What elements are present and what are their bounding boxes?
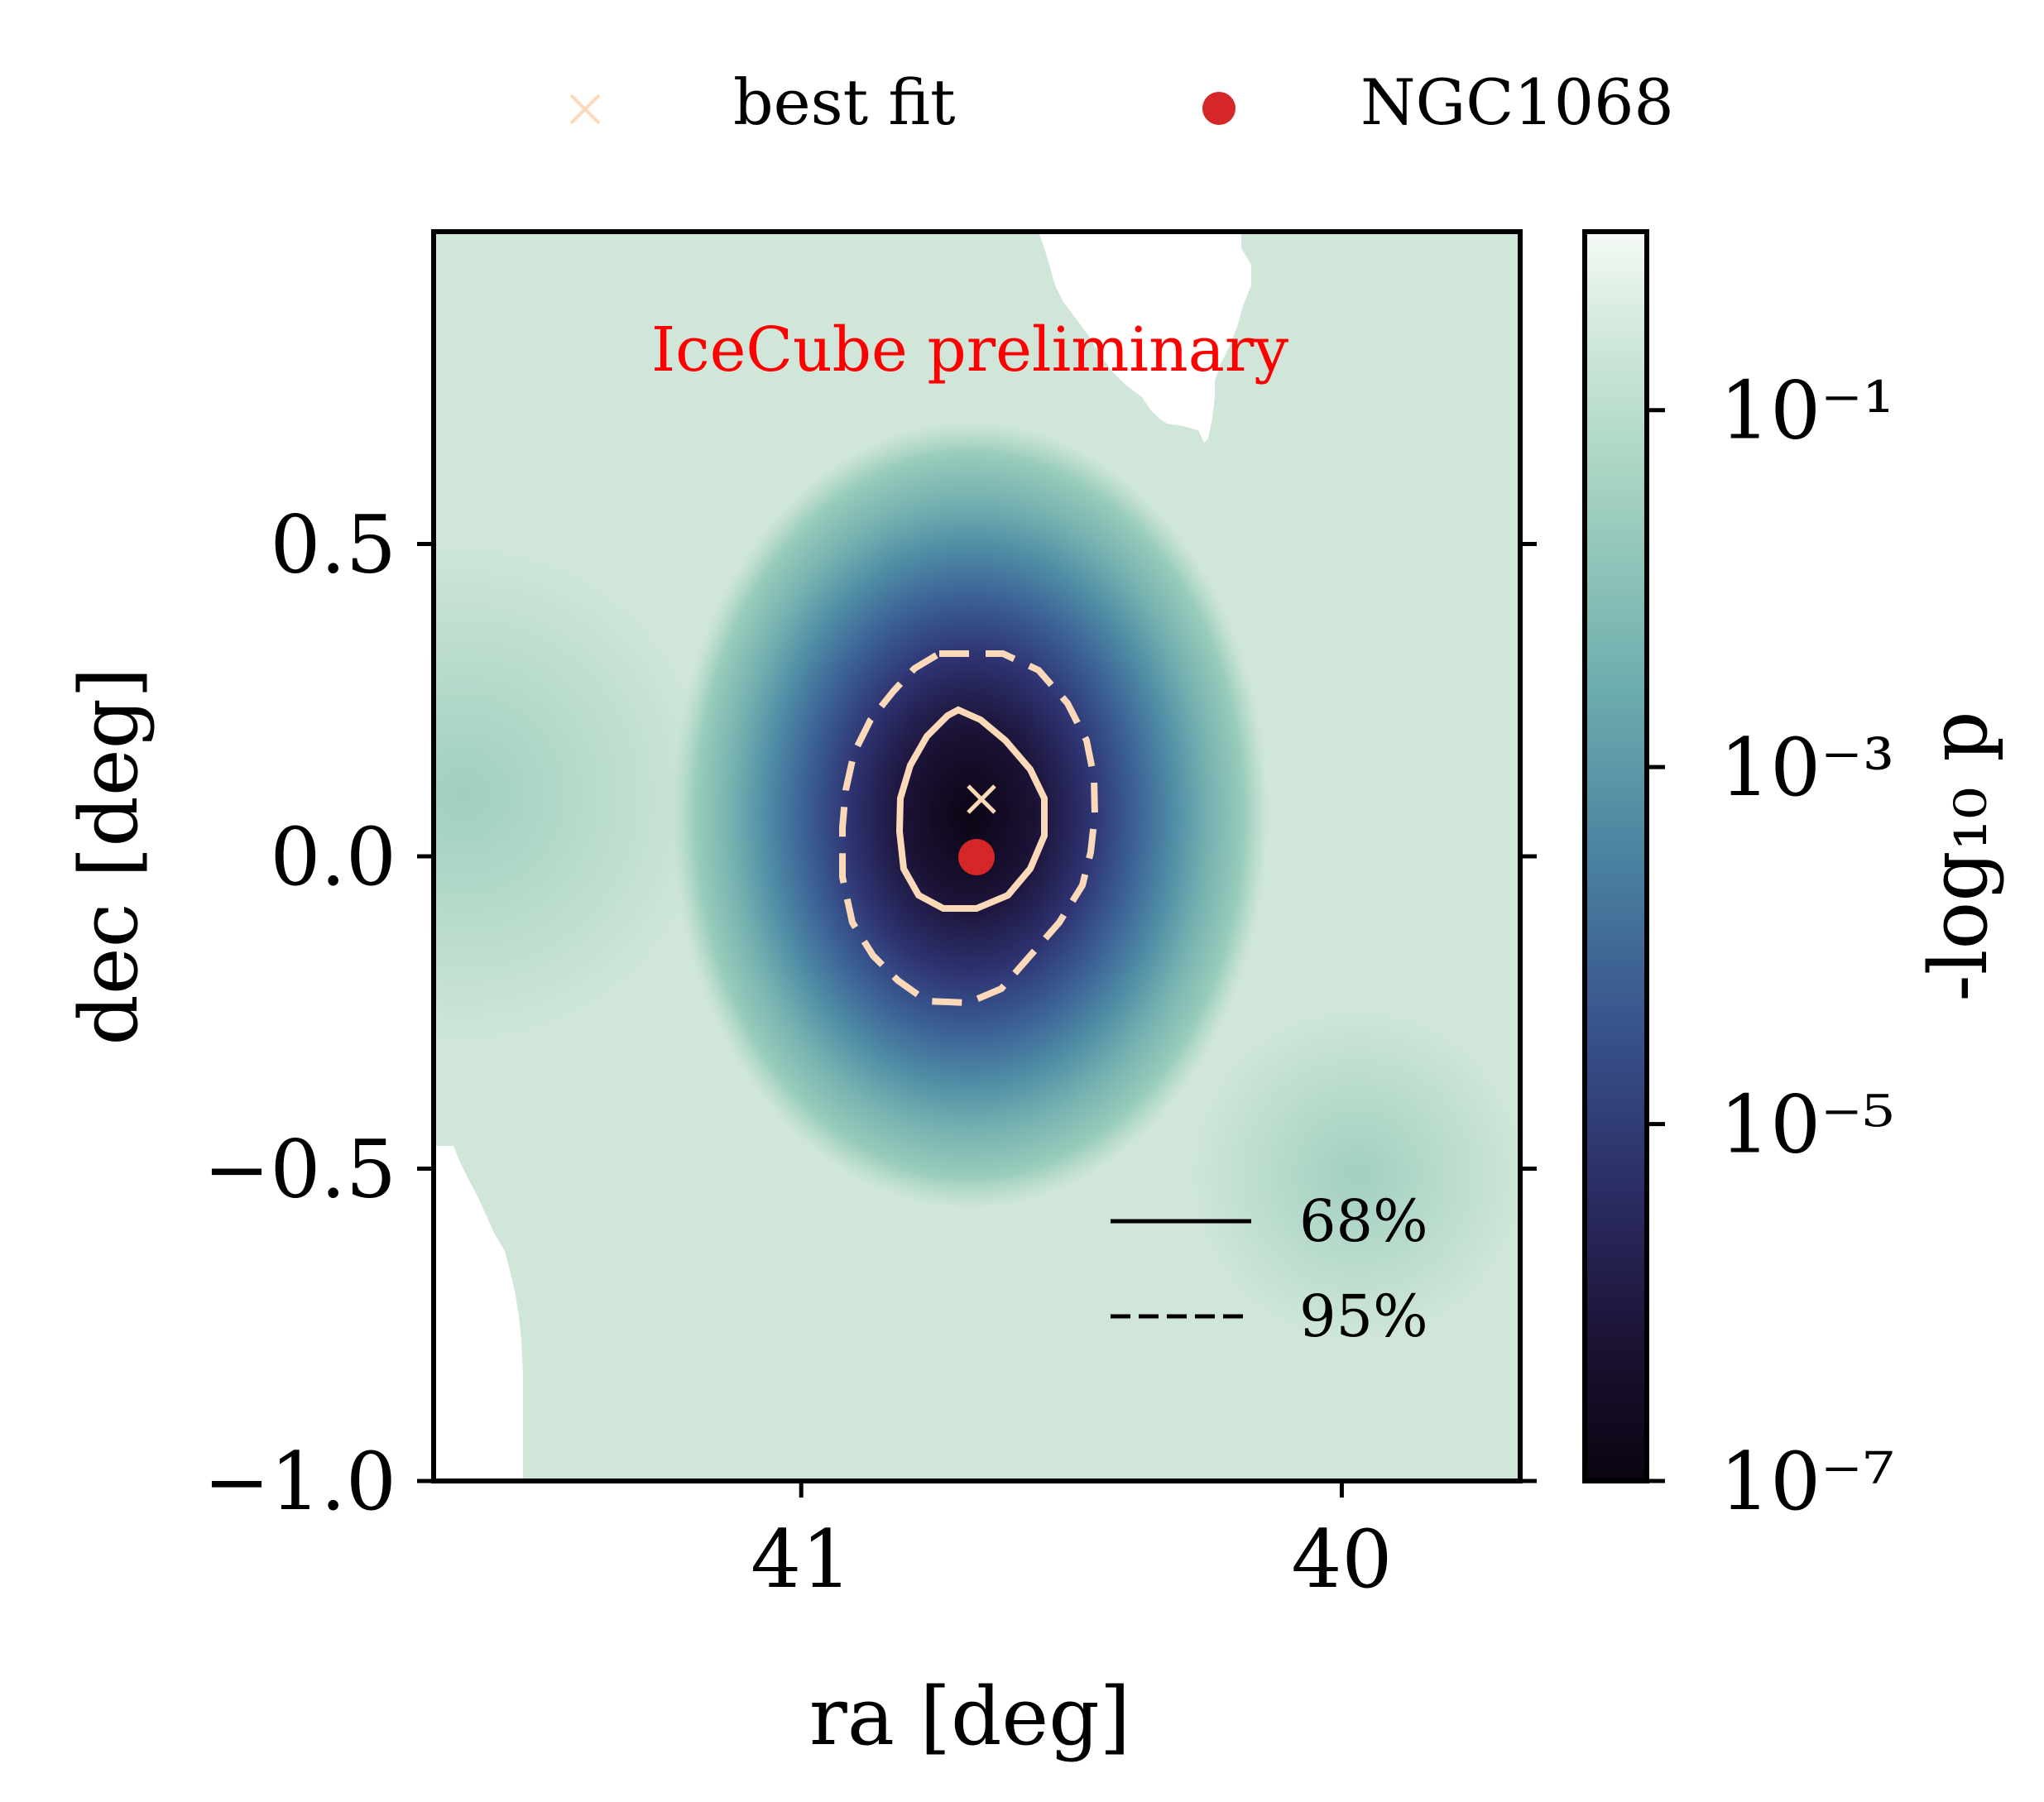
x-axis-label: ra [deg] [809,1670,1130,1763]
ngc1068-legend-label: NGC1068 [1360,65,1674,139]
ngc1068-legend-marker [1202,92,1236,125]
x-tick-label: 41 [751,1513,852,1606]
heatmap-blank-bottom-left [434,1146,523,1481]
heatmap [434,232,1520,1481]
y-tick-label: 0.0 [270,811,396,903]
best-fit-legend-label: best fit [733,65,956,139]
y-tick-label: −1.0 [204,1435,396,1528]
y-tick-label: −0.5 [204,1124,396,1216]
colorbar: 10⁻¹ 10⁻³ 10⁻⁵ 10⁻⁷ -log₁₀ p [1582,229,2005,1528]
ngc1068-marker [958,839,995,875]
x-tick-label: 40 [1291,1513,1392,1606]
y-tick-label: 0.5 [270,499,396,592]
y-axis-label: dec [deg] [63,667,156,1045]
contour-legend-68-label: 68% [1299,1187,1428,1255]
colorbar-tick-label: 10⁻¹ [1720,365,1894,458]
best-fit-marker [967,784,996,814]
colorbar-tick-label: 10⁻⁷ [1720,1435,1894,1528]
contour-legend: 68% 95% [1111,1187,1428,1350]
colorbar-gradient [1582,229,1649,1483]
best-fit-legend-marker [569,93,601,125]
top-legend: best fit NGC1068 [569,65,1674,139]
colorbar-ticks: 10⁻¹ 10⁻³ 10⁻⁵ 10⁻⁷ [1647,365,1894,1528]
y-axis-ticks: 0.5 0.0 −0.5 −1.0 [204,499,1537,1528]
colorbar-label: -log₁₀ p [1912,711,2005,1001]
heatmap-blank-top [1039,232,1251,443]
contour-legend-95-label: 95% [1299,1282,1428,1350]
contour-68 [895,706,1048,912]
x-axis-ticks: 41 40 [751,1481,1393,1606]
colorbar-tick-label: 10⁻⁵ [1720,1079,1894,1172]
icecube-preliminary-annotation: IceCube preliminary [651,314,1288,386]
colorbar-tick-label: 10⁻³ [1720,721,1894,814]
contour-95 [839,650,1099,1007]
